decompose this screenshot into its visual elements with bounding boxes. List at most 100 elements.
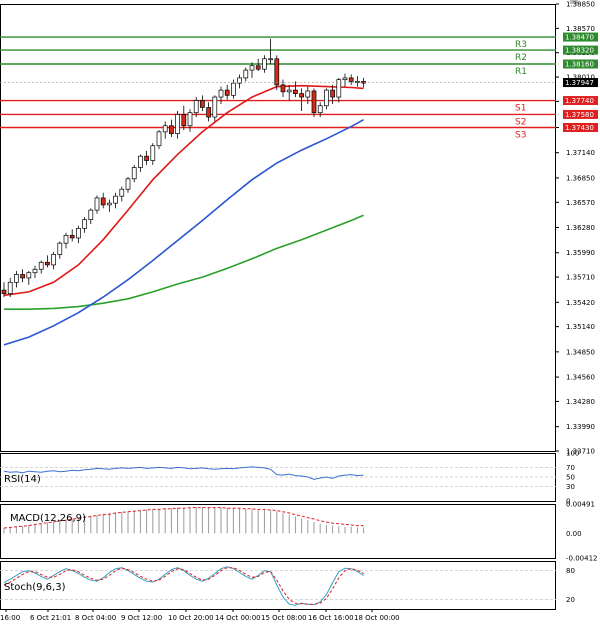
candle-body: [305, 90, 311, 98]
stoch-k-line: [3, 566, 364, 606]
candle-body: [51, 254, 56, 266]
x-tick-label: 14 Oct 00:00: [215, 614, 261, 622]
price-tick-label: 1.38850: [566, 1, 595, 9]
candle-body: [224, 89, 230, 96]
corner-marker: [570, 0, 578, 4]
macd-signal-line: [3, 507, 364, 529]
candle-body: [82, 219, 87, 229]
macd-tick-label: -0.00412: [566, 555, 597, 563]
x-tick-label: 10 Oct 20:00: [168, 614, 214, 622]
candle-body: [69, 234, 75, 239]
candle-body: [243, 69, 249, 79]
level-tag-r3: [563, 32, 598, 42]
x-tick-label: 6 Oct 21:01: [30, 614, 71, 622]
rsi-tick-label: 70: [566, 464, 575, 472]
price-tick-label: 1.35420: [566, 299, 595, 307]
level-name-s2: S2: [515, 117, 526, 127]
level-name-r3: R3: [515, 40, 527, 50]
stoch-tick-label: 80: [566, 567, 575, 575]
candle-body: [311, 90, 317, 114]
candle-body: [14, 274, 19, 283]
level-tag-label-r1: 1.38160: [565, 61, 594, 69]
candle-body: [7, 281, 13, 294]
candle-body: [293, 89, 298, 94]
candle-body: [268, 58, 273, 61]
candle-body: [249, 65, 255, 71]
candle-body: [125, 178, 131, 190]
panel-stoch: [0, 561, 556, 610]
candle-body: [237, 77, 242, 84]
candle-body: [20, 274, 25, 279]
candle-body: [63, 234, 69, 244]
level-name-r1: R1: [515, 67, 527, 77]
panel-rsi: [0, 453, 556, 502]
level-tag-s1: [563, 96, 598, 106]
x-tick-label: 15 Oct 08:00: [261, 614, 307, 622]
price-tick-label: 1.37140: [566, 149, 595, 157]
candle-body: [206, 107, 211, 118]
price-tick-label: 1.38010: [566, 74, 595, 82]
candle-body: [26, 272, 32, 279]
candle-body: [1, 289, 7, 294]
level-tag-label-s3: 1.37430: [565, 124, 594, 132]
candle-body: [187, 112, 193, 127]
price-tick-label: 1.33990: [566, 423, 595, 431]
candle-body: [119, 188, 125, 197]
candle-body: [212, 96, 218, 118]
level-tag-label-s1: 1.37740: [565, 97, 594, 105]
x-tick-label: 18 Oct 00:00: [354, 614, 400, 622]
candle-body: [100, 197, 106, 206]
panel-macd: [0, 504, 556, 559]
candle-body: [342, 77, 348, 81]
level-tag-label-r2: 1.38320: [565, 47, 594, 55]
candle-body: [38, 261, 44, 270]
price-tick-label: 1.34560: [566, 374, 595, 382]
level-tag-r1: [563, 59, 598, 69]
price-tick-label: 1.36280: [566, 224, 595, 232]
stoch-title: Stoch(9,6,3): [4, 582, 66, 593]
rsi-tick-label: 50: [566, 474, 575, 482]
level-tag-label-s2: 1.37580: [565, 111, 594, 119]
candle-body: [299, 93, 304, 98]
candle-body: [317, 105, 323, 114]
candle-body: [107, 202, 112, 206]
level-name-s3: S3: [515, 130, 526, 140]
price-tick-label: 1.34280: [566, 398, 595, 406]
x-tick-label: 16 Oct 16:00: [308, 614, 354, 622]
macd-title: MACD(12,26,9): [10, 513, 86, 524]
level-name-r2: R2: [515, 53, 527, 63]
level-tag-s3: [563, 122, 598, 132]
price-tick-label: 1.36850: [566, 174, 595, 182]
rsi-line: [3, 466, 364, 480]
level-tag-label-r3: 1.38470: [565, 34, 594, 42]
stoch-d-line: [3, 567, 364, 605]
candle-body: [336, 79, 342, 98]
candle-body: [144, 155, 149, 161]
candle-body: [88, 209, 94, 221]
candle-body: [231, 82, 236, 96]
current-price-tag: [563, 78, 598, 88]
stoch-tick-label: 20: [566, 596, 575, 604]
candle-body: [193, 100, 199, 114]
macd-tick-label: 0.00: [566, 530, 582, 538]
price-tick-label: 1.35140: [566, 323, 595, 331]
candle-body: [262, 58, 267, 70]
candle-body: [274, 58, 280, 86]
rsi-title: RSI(14): [4, 474, 41, 485]
rsi-tick-label: 30: [566, 483, 575, 491]
price-tick-label: 1.33710: [566, 448, 595, 456]
level-tag-s2: [563, 109, 598, 119]
ma-green-line: [4, 214, 364, 310]
candle-body: [181, 114, 187, 127]
candle-body: [94, 197, 100, 211]
price-tick-label: 1.34850: [566, 348, 595, 356]
candle-body: [32, 268, 38, 274]
candle-body: [57, 242, 63, 255]
current-price-label: 1.37947: [565, 79, 594, 87]
candle-body: [169, 125, 174, 134]
candle-body: [76, 228, 81, 239]
macd-tick-label: 0.00491: [566, 501, 595, 509]
ma-blue-line: [3, 119, 364, 346]
candle-body: [138, 155, 143, 168]
